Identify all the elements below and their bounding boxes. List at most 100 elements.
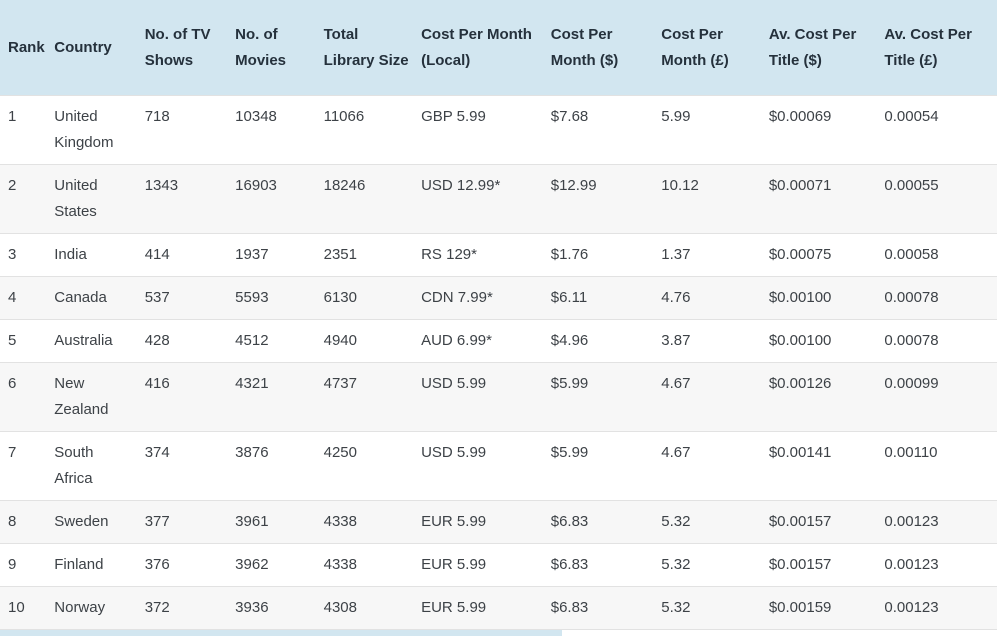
cell-country: United States: [54, 177, 98, 220]
cell-cost_usd: $4.96: [550, 332, 589, 349]
cell-av_cost_gbp: 0.00078: [884, 289, 939, 306]
cell-rank: 8: [8, 513, 17, 530]
cell-av_cost_gbp: 0.00055: [884, 177, 939, 194]
cell-tv_shows: 1343: [144, 177, 179, 194]
cell-cost_local: GBP 5.99: [421, 108, 486, 125]
table-row: 2 United States 1343 16903 18246 USD 12.99* $1…: [0, 164, 997, 234]
cell-cost_gbp: 10.12: [661, 177, 699, 194]
cell-movies: 3876: [235, 444, 269, 461]
cell-cost_usd: $6.83: [550, 513, 589, 530]
cell-cost_gbp: 5.32: [661, 599, 691, 616]
cell-library_size: 4250: [323, 444, 357, 461]
header-row: Rank Country No. of TV Shows No. of Movies T…: [0, 0, 997, 96]
next-section-header-strip: [0, 630, 562, 636]
cell-cost_usd: $5.99: [550, 444, 589, 461]
cell-tv_shows: 374: [144, 444, 170, 461]
cell-cost_gbp: 4.67: [661, 444, 691, 461]
cell-av_cost_usd: $0.00100: [768, 289, 832, 306]
cell-tv_shows: 377: [144, 513, 170, 530]
cell-av_cost_usd: $0.00157: [768, 556, 832, 573]
cell-av_cost_usd: $0.00157: [768, 513, 832, 530]
cell-rank: 9: [8, 556, 17, 573]
cell-cost_gbp: 5.32: [661, 556, 691, 573]
cell-rank: 5: [8, 332, 17, 349]
cell-rank: 7: [8, 444, 17, 461]
cell-library_size: 4940: [323, 332, 357, 349]
cell-movies: 3962: [235, 556, 269, 573]
cell-rank: 1: [8, 108, 17, 125]
table-row: 3 India 414 1937 2351 RS 129* $1.76 1.37 $0.0007…: [0, 233, 997, 277]
cell-movies: 3936: [235, 599, 269, 616]
cell-rank: 2: [8, 177, 17, 194]
cell-rank: 6: [8, 375, 17, 392]
cell-movies: 16903: [235, 177, 277, 194]
table-row: 9 Finland 376 3962 4338 EUR 5.99 $6.83 5.32 $0.0…: [0, 543, 997, 587]
column-header-movies: No. of Movies: [235, 0, 324, 96]
cell-country: Sweden: [54, 513, 109, 530]
cell-cost_local: CDN 7.99*: [421, 289, 493, 306]
cell-country: Canada: [54, 289, 107, 306]
cell-av_cost_gbp: 0.00078: [884, 332, 939, 349]
cell-rank: 3: [8, 246, 17, 263]
cell-av_cost_usd: $0.00075: [768, 246, 832, 263]
column-header-rank: Rank: [0, 0, 55, 96]
cell-library_size: 4338: [323, 513, 357, 530]
cell-library_size: 6130: [323, 289, 357, 306]
cell-av_cost_usd: $0.00141: [768, 444, 832, 461]
cell-rank: 4: [8, 289, 17, 306]
cell-cost_local: USD 12.99*: [421, 177, 501, 194]
cell-country: India: [54, 246, 87, 263]
cell-cost_local: RS 129*: [421, 246, 477, 263]
cell-av_cost_gbp: 0.00099: [884, 375, 939, 392]
cell-cost_gbp: 1.37: [661, 246, 691, 263]
table-row: 5 Australia 428 4512 4940 AUD 6.99* $4.96 3.87 $…: [0, 319, 997, 363]
cell-library_size: 18246: [323, 177, 366, 194]
cell-tv_shows: 537: [144, 289, 170, 306]
cell-cost_usd: $1.76: [550, 246, 589, 263]
cell-tv_shows: 372: [144, 599, 170, 616]
cell-av_cost_gbp: 0.00054: [884, 108, 939, 125]
cell-cost_local: EUR 5.99: [421, 556, 487, 573]
cell-av_cost_usd: $0.00069: [768, 108, 832, 125]
cell-av_cost_gbp: 0.00058: [884, 246, 939, 263]
column-header-cost_usd: Cost Per Month ($): [550, 0, 662, 96]
cell-av_cost_gbp: 0.00123: [884, 556, 939, 573]
cell-country: New Zealand: [54, 375, 109, 418]
column-header-library_size: Total Library Size: [323, 0, 422, 96]
cell-cost_usd: $5.99: [550, 375, 589, 392]
cell-cost_local: EUR 5.99: [421, 513, 487, 530]
cell-rank: 10: [8, 599, 25, 616]
cell-movies: 10348: [235, 108, 277, 125]
cell-country: Norway: [54, 599, 106, 616]
cell-av_cost_gbp: 0.00123: [884, 513, 939, 530]
cell-cost_local: USD 5.99: [421, 444, 487, 461]
table-row: 7 South Africa 374 3876 4250 USD 5.99 $5.99 4.6…: [0, 431, 997, 501]
cell-movies: 4321: [235, 375, 269, 392]
cell-library_size: 4737: [323, 375, 357, 392]
cell-cost_usd: $7.68: [550, 108, 589, 125]
cell-cost_gbp: 3.87: [661, 332, 691, 349]
cell-av_cost_gbp: 0.00123: [884, 599, 939, 616]
column-header-av_cost_gbp: Av. Cost Per Title (£): [884, 0, 997, 96]
cell-cost_gbp: 4.76: [661, 289, 691, 306]
cell-library_size: 4338: [323, 556, 357, 573]
cell-cost_usd: $6.83: [550, 556, 589, 573]
cell-cost_gbp: 5.32: [661, 513, 691, 530]
table-body: 1 United Kingdom 718 10348 11066 GBP 5.99 $7.6…: [0, 95, 997, 630]
cell-library_size: 2351: [323, 246, 357, 263]
cell-country: Finland: [54, 556, 104, 573]
column-header-cost_local: Cost Per Month (Local): [421, 0, 551, 96]
cell-tv_shows: 376: [144, 556, 170, 573]
cell-av_cost_usd: $0.00159: [768, 599, 832, 616]
cell-library_size: 4308: [323, 599, 357, 616]
cell-library_size: 11066: [323, 108, 365, 125]
cell-cost_usd: $6.11: [550, 289, 588, 306]
cell-movies: 1937: [235, 246, 269, 263]
cell-country: South Africa: [54, 444, 94, 487]
cell-cost_local: USD 5.99: [421, 375, 487, 392]
table-row: 8 Sweden 377 3961 4338 EUR 5.99 $6.83 5.32 $0.00…: [0, 500, 997, 544]
table-row: 6 New Zealand 416 4321 4737 USD 5.99 $5.99 4.67…: [0, 362, 997, 432]
cell-country: United Kingdom: [54, 108, 114, 151]
